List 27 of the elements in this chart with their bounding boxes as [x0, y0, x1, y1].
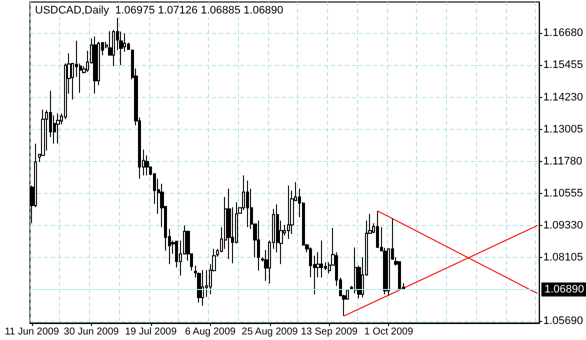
candlestick — [257, 220, 260, 272]
ref-line-label: 1.06890 — [544, 283, 584, 296]
y-tick-label: 1.05690 — [543, 314, 584, 327]
candlestick — [56, 113, 60, 144]
candlestick — [398, 261, 401, 291]
candlestick — [320, 240, 323, 278]
x-tick-label: 25 Aug 2009 — [242, 326, 298, 338]
candlestick — [287, 185, 290, 240]
x-tick-label: 1 Oct 2009 — [364, 326, 414, 338]
chart-title: USDCAD,Daily 1.06975 1.07126 1.06885 1.06890 — [35, 4, 284, 16]
y-tick-label: 1.16680 — [543, 27, 584, 40]
y-tick-label: 1.08105 — [543, 252, 584, 264]
y-tick-label: 1.10555 — [543, 188, 584, 200]
x-tick-label: 30 Jun 2009 — [64, 326, 120, 338]
x-tick-label: 11 Jun 2009 — [4, 326, 60, 338]
x-tick-label: 13 Sep 2009 — [300, 326, 358, 338]
y-tick-label: 1.14230 — [543, 91, 584, 104]
y-tick-label: 1.13005 — [543, 123, 584, 136]
x-tick-label: 19 Jul 2009 — [124, 326, 178, 338]
y-tick-label: 1.15455 — [543, 59, 584, 72]
candlestick — [93, 36, 97, 94]
x-tick-label: 6 Aug 2009 — [184, 326, 236, 338]
y-tick-label: 1.09330 — [543, 220, 584, 232]
y-tick-label: 1.11780 — [543, 155, 582, 168]
candlestick — [201, 270, 204, 306]
candlestick — [376, 210, 379, 248]
candlestick — [227, 188, 231, 260]
